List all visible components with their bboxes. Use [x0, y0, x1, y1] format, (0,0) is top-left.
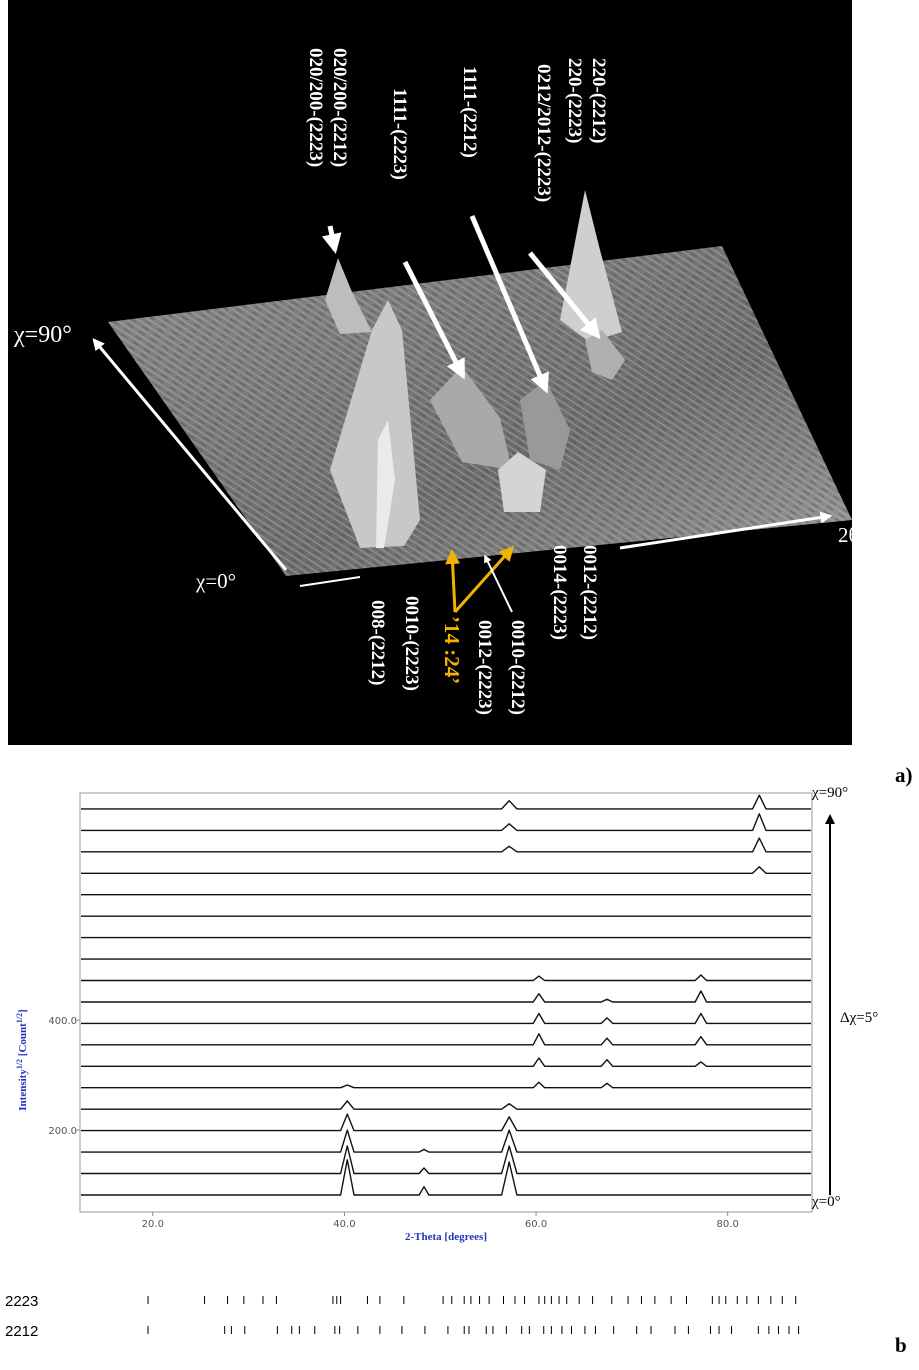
peak-label: 0012-(2212) [579, 545, 600, 640]
trace [81, 837, 811, 853]
peak-label: ’14 :24’ [440, 616, 464, 684]
panel-label: b [895, 1333, 907, 1357]
peak-label: 020/200-(2223) [305, 48, 326, 167]
panel-a: 020/200-(2212) 020/200-(2223) 1111-(2223… [8, 0, 859, 745]
two-theta-label: 2θ [838, 523, 859, 547]
peak-label: 0010-(2212) [507, 620, 528, 715]
chi-step-label: Δχ=5° [840, 1010, 878, 1026]
trace [81, 1012, 811, 1025]
arrow [402, 260, 466, 380]
peak-label: 220-(2223) [564, 58, 585, 143]
y-title-part: ] [17, 1009, 29, 1013]
peak-label: 008-(2212) [367, 600, 388, 685]
x-tick-label: 20.0 [142, 1219, 164, 1230]
peak-label: 0212/2012-(2223) [533, 64, 554, 202]
trace [81, 1145, 811, 1175]
peak [498, 452, 546, 512]
x-axis-title: 2-Theta [degrees] [405, 1231, 487, 1243]
y-tick-label: 200.0 [48, 1126, 77, 1137]
y-title-part: [Count [17, 1023, 29, 1059]
trace [81, 1033, 811, 1046]
trace [81, 813, 811, 832]
chi-max-label: χ=90° [13, 322, 72, 348]
y-title-sup: 1/2 [15, 1059, 24, 1069]
reference-name: 2223 [5, 1293, 38, 1310]
peak-label: 0014-(2223) [549, 545, 570, 640]
peak [520, 380, 570, 470]
trace [81, 1129, 811, 1153]
peak [376, 420, 395, 548]
chi-bottom-label: χ=0° [811, 1194, 841, 1210]
trace [81, 1113, 811, 1132]
peak-label: 220-(2212) [588, 58, 609, 143]
x-tick-label: 80.0 [717, 1219, 739, 1230]
peak-label: 020/200-(2212) [329, 48, 350, 167]
trace [81, 1081, 811, 1089]
yellow-arrow [445, 549, 461, 613]
trace [81, 974, 811, 982]
y-tick-label: 400.0 [48, 1016, 77, 1027]
peak [325, 258, 372, 334]
arrow [484, 554, 513, 613]
trace [81, 1057, 811, 1067]
arrows [321, 215, 601, 394]
panel-b: 2-Theta [degrees] Intensity1/2 [Count1/2… [15, 785, 907, 1357]
trace [81, 1100, 811, 1110]
panel-label: a) [895, 763, 913, 787]
peak-label: 1111-(2223) [389, 88, 410, 180]
peak [330, 300, 420, 548]
y-axis-title: Intensity1/2 [Count1/2] [15, 1009, 29, 1110]
chi-axis-arrow [92, 338, 288, 571]
arrow [321, 225, 342, 254]
peak [585, 330, 625, 380]
arrow [528, 251, 601, 340]
yellow-arrow [453, 545, 514, 613]
y-title-part: Intensity [17, 1069, 29, 1111]
chi-min-label: χ=0° [195, 569, 236, 593]
trace [81, 1159, 811, 1196]
peak-label: 1111-(2212) [459, 66, 480, 158]
y-title-sup: 1/2 [15, 1013, 24, 1023]
peak-label: 0012-(2223) [474, 620, 495, 715]
chi-top-label: χ=90° [811, 785, 848, 801]
peak [560, 190, 622, 342]
peak-label: 0010-(2223) [401, 596, 422, 691]
trace [81, 866, 811, 874]
two-theta-arrow [619, 511, 833, 550]
axis-line [299, 576, 361, 587]
peak [430, 366, 512, 470]
x-tick-label: 40.0 [333, 1219, 355, 1230]
x-tick-label: 60.0 [525, 1219, 547, 1230]
trace [81, 794, 811, 810]
trace [81, 990, 811, 1003]
arrow [469, 215, 549, 394]
reference-name: 2212 [5, 1323, 38, 1340]
